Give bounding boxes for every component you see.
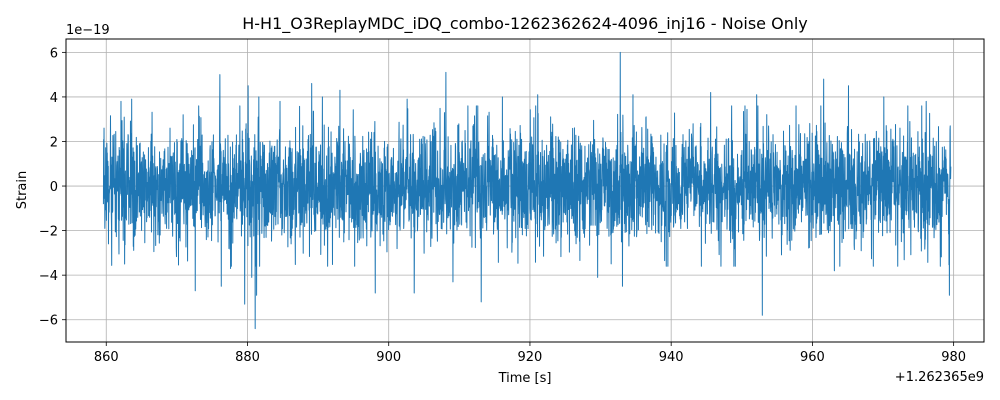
y-scale-label: 1e−19: [66, 23, 110, 38]
y-tick-label: 0: [50, 180, 58, 195]
x-tick-label: 960: [800, 350, 825, 365]
y-axis-ticks: −6 −4 −2 0 2 4 6: [39, 46, 66, 329]
x-offset-label: +1.262365e9: [895, 370, 984, 385]
y-axis-label: Strain: [15, 171, 30, 210]
y-tick-label: −4: [39, 269, 58, 284]
y-tick-label: −6: [39, 314, 58, 329]
x-tick-label: 860: [94, 350, 119, 365]
x-axis-label: Time [s]: [498, 371, 552, 386]
chart-title: H-H1_O3ReplayMDC_iDQ_combo-1262362624-40…: [242, 14, 808, 34]
series-layer: [102, 51, 952, 330]
x-tick-label: 900: [376, 350, 401, 365]
strain-series-line: [102, 51, 952, 330]
x-tick-label: 920: [518, 350, 543, 365]
x-tick-label: 980: [941, 350, 966, 365]
x-tick-label: 880: [235, 350, 260, 365]
x-tick-label: 940: [659, 350, 684, 365]
plot-frame: [65, 38, 985, 343]
y-tick-label: −2: [39, 225, 58, 240]
x-axis-ticks: 860 880 900 920 940 960 980: [94, 342, 966, 365]
y-tick-label: 6: [50, 46, 58, 61]
y-tick-label: 4: [50, 91, 58, 106]
y-tick-label: 2: [50, 135, 58, 150]
